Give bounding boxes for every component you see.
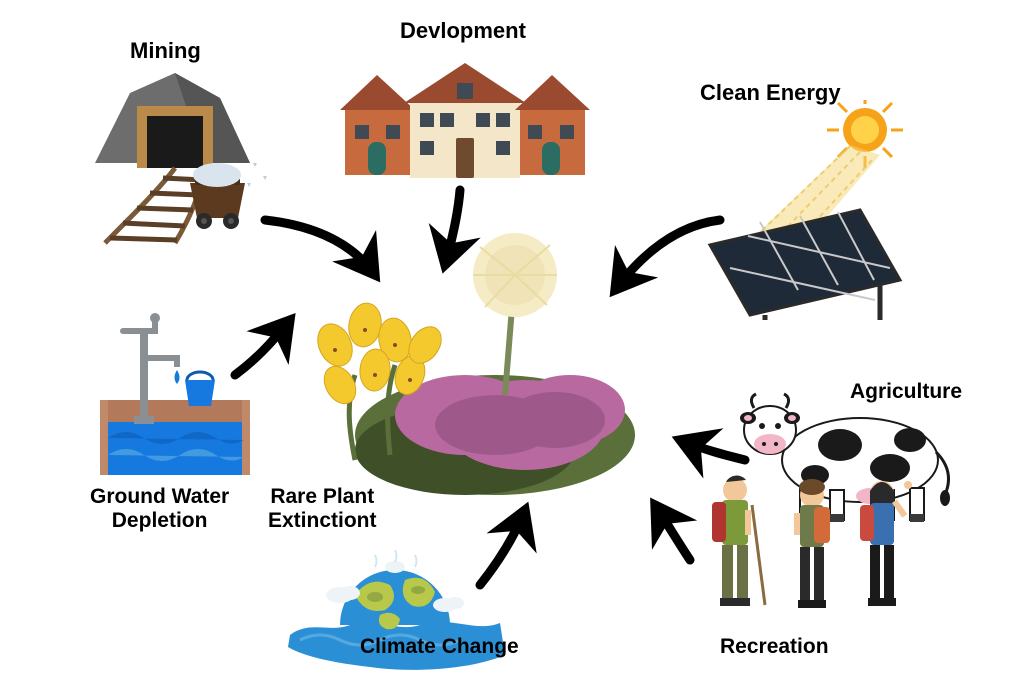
arrow-agriculture	[680, 440, 745, 460]
node-mining	[75, 58, 285, 248]
label-development: Devlopment	[400, 18, 526, 44]
label-groundwater: Ground Water Depletion	[90, 485, 229, 533]
label-agriculture: Agriculture	[850, 380, 962, 404]
label-recreation: Recreation	[720, 635, 829, 659]
diagram-stage: Mining Devlopment Clean Energy Agricultu…	[0, 0, 1024, 683]
node-clean-energy	[700, 100, 940, 320]
center-rare-plant	[295, 225, 645, 505]
label-clean-energy: Clean Energy	[700, 80, 841, 106]
node-development	[340, 45, 590, 180]
node-recreation	[680, 470, 940, 650]
node-ground-water	[90, 310, 260, 485]
label-climate: Climate Change	[360, 635, 519, 659]
label-center: Rare Plant Extinctiont	[268, 485, 377, 533]
label-mining: Mining	[130, 38, 201, 64]
